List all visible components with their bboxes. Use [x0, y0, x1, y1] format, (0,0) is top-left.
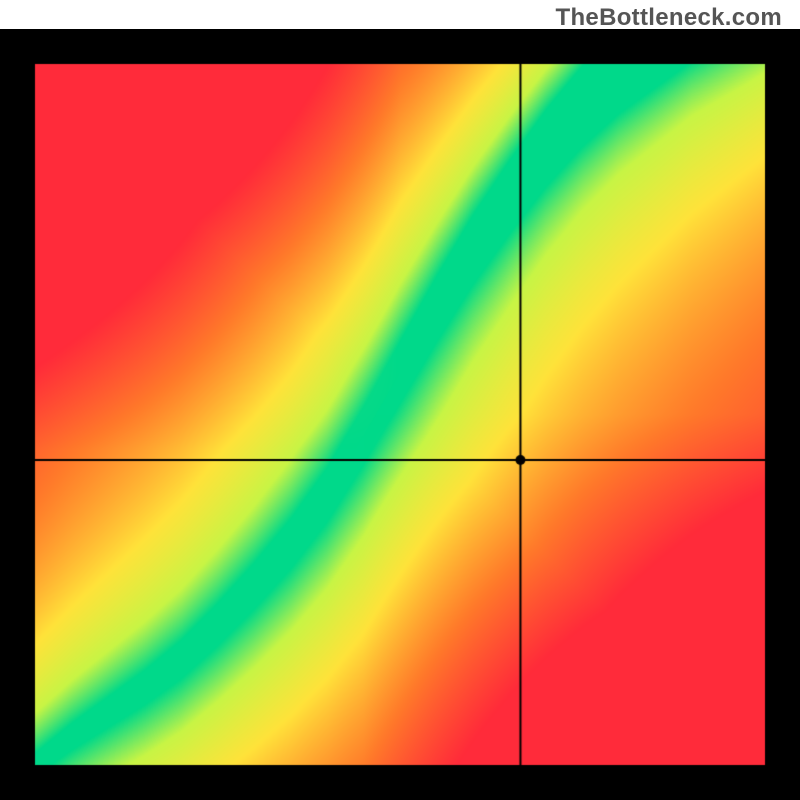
heatmap-canvas — [0, 29, 800, 800]
chart-container: TheBottleneck.com — [0, 0, 800, 800]
watermark-label: TheBottleneck.com — [556, 4, 782, 32]
